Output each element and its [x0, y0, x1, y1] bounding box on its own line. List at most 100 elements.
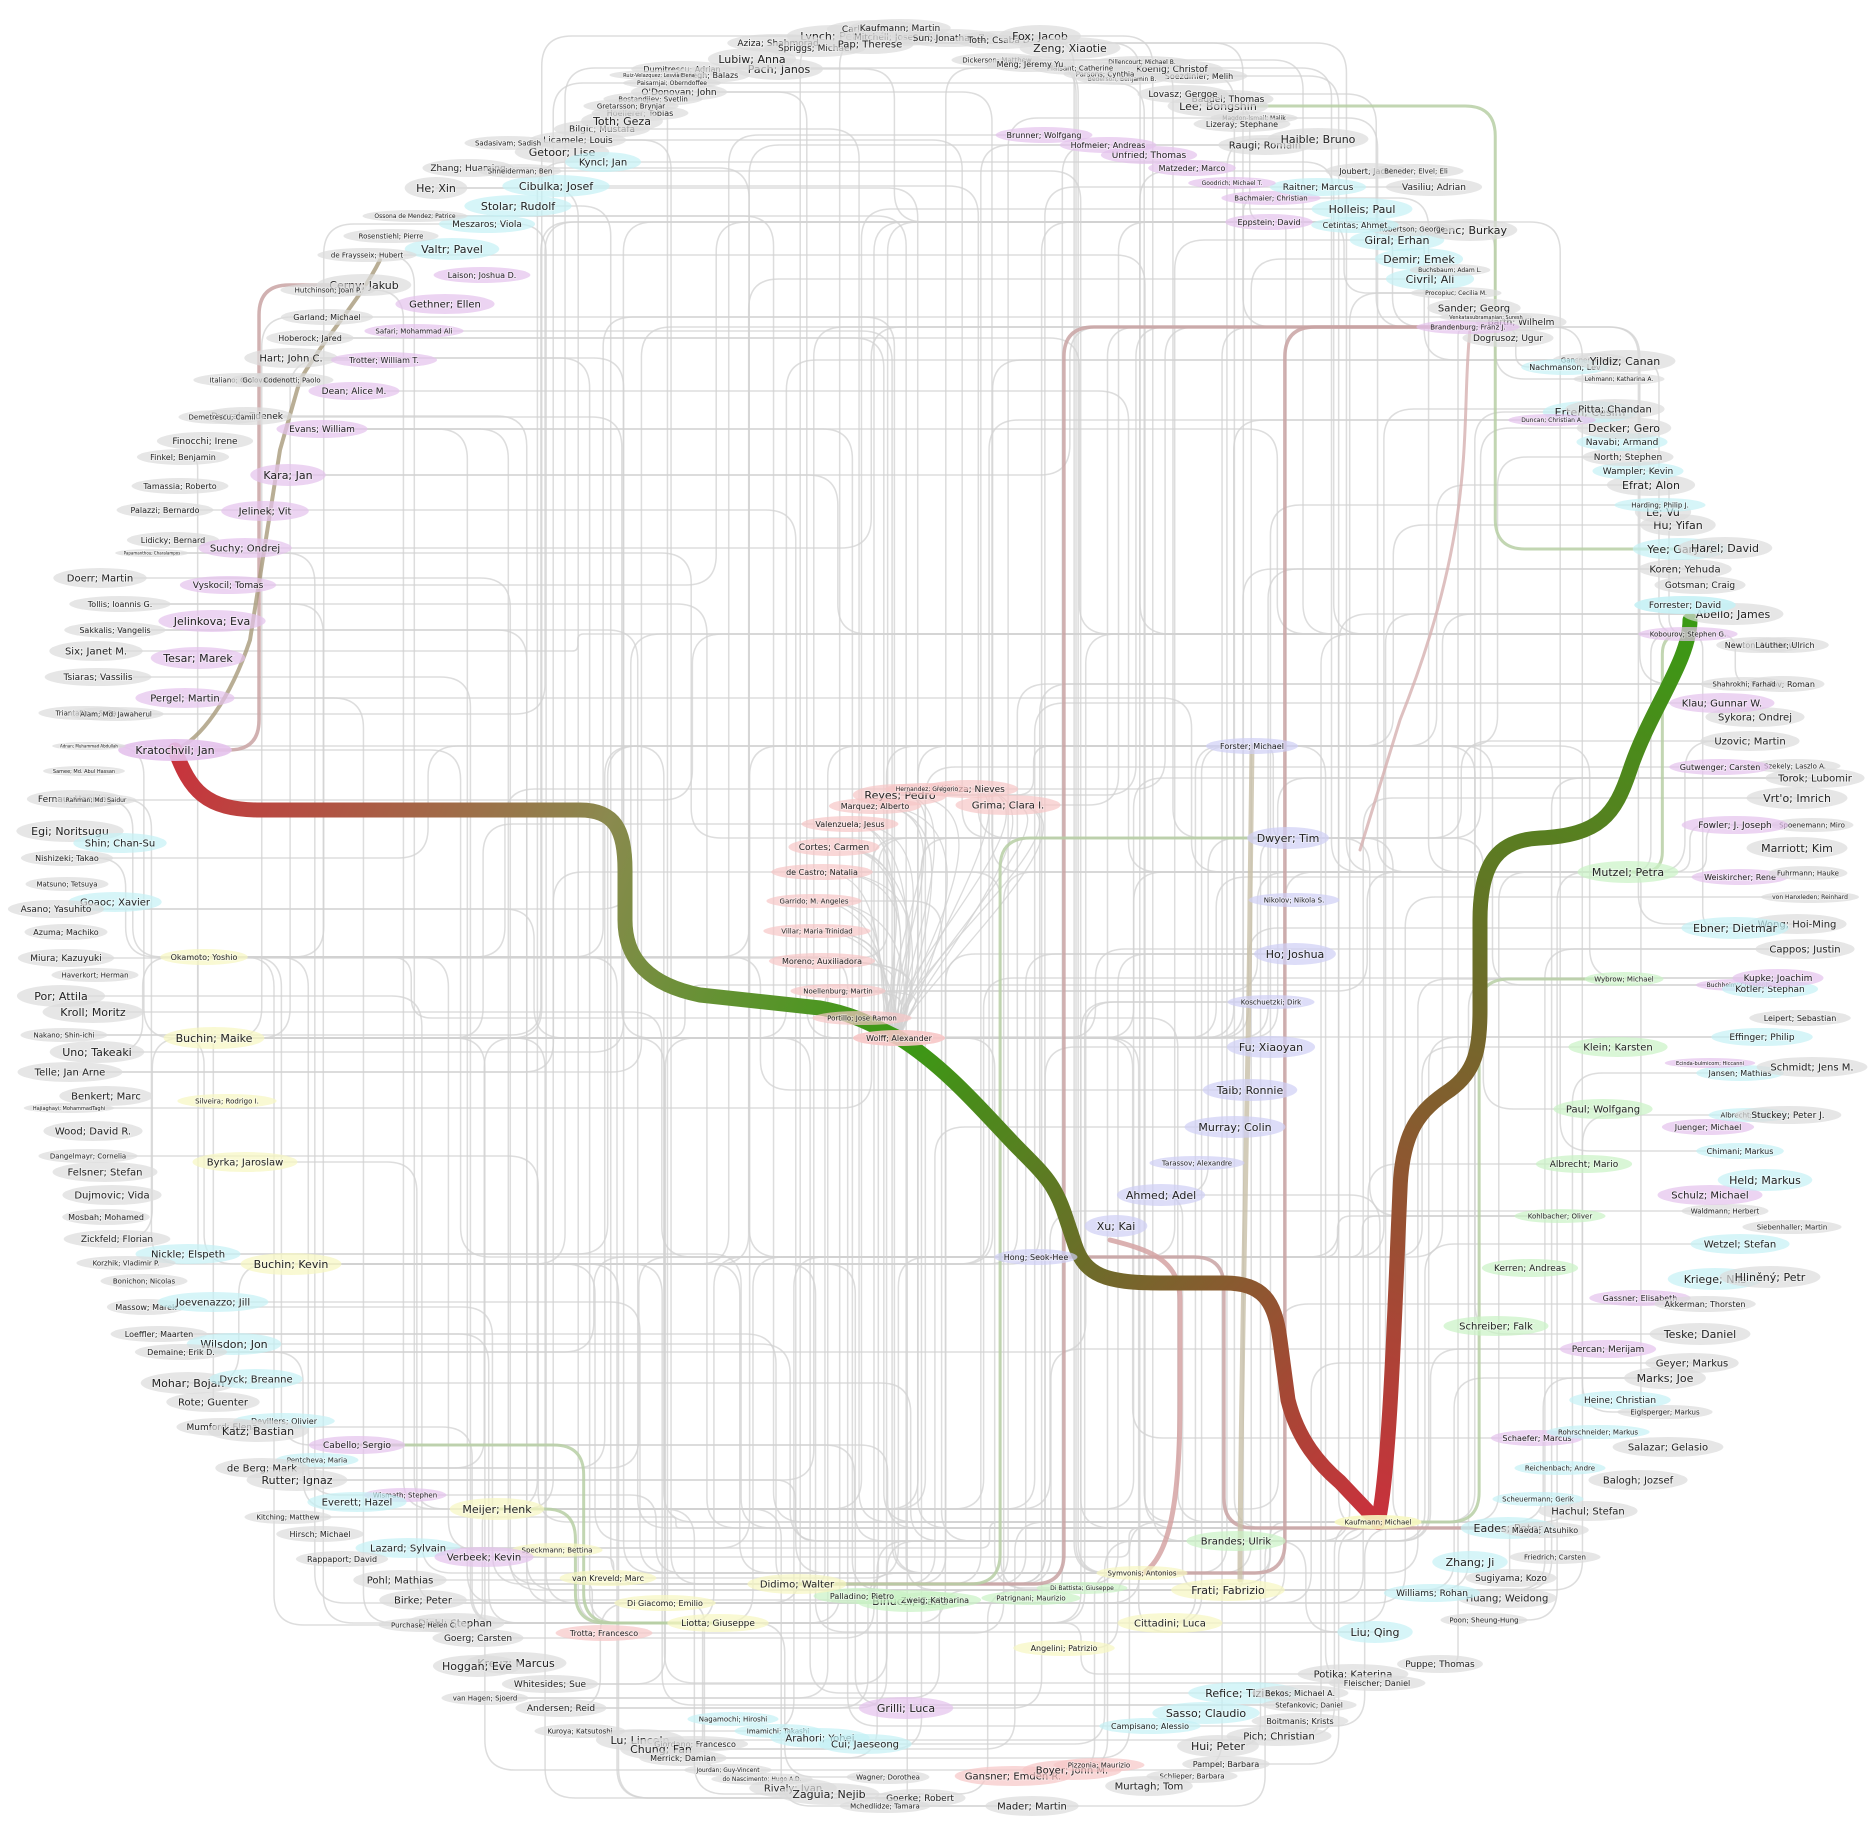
author-node[interactable]: Dangelmayr; Cornelia: [38, 1149, 138, 1163]
author-node[interactable]: Beneder; Elvel; Eli: [1368, 164, 1464, 178]
author-node[interactable]: Felsner; Stefan: [52, 1162, 158, 1182]
author-node[interactable]: Sadasivam; Sadish: [464, 136, 552, 150]
author-node[interactable]: Held; Markus: [1717, 1169, 1813, 1191]
author-node[interactable]: Symvonis; Antonios: [1096, 1566, 1188, 1580]
author-node[interactable]: Papamanthou; Charalampos: [115, 549, 189, 557]
author-node[interactable]: Marquez; Alberto: [828, 798, 922, 814]
author-node[interactable]: Gotsman; Craig: [1654, 576, 1746, 594]
author-node[interactable]: Albrecht; Mario: [1535, 1155, 1633, 1173]
author-node[interactable]: Demaine; Erik D.: [134, 1344, 228, 1360]
author-node[interactable]: Nikolov; Nikola S.: [1248, 893, 1340, 907]
author-node[interactable]: Szekely; Laszlo A.: [1749, 759, 1841, 773]
author-node[interactable]: Dwyer; Tim: [1247, 827, 1329, 849]
author-node[interactable]: Ossona de Mendez; Patrice: [362, 210, 468, 222]
author-node[interactable]: Jelinkova; Eva: [158, 610, 266, 632]
author-node[interactable]: Cittadini; Luca: [1117, 1613, 1223, 1633]
author-node[interactable]: Hofmeier; Andreas: [1059, 137, 1157, 153]
author-node[interactable]: Valtr; Pavel: [404, 238, 500, 260]
author-node[interactable]: Paul; Wolfgang: [1553, 1099, 1653, 1119]
author-node[interactable]: Effinger; Philip: [1711, 1028, 1813, 1046]
author-node[interactable]: Liotta; Giuseppe: [667, 1614, 769, 1632]
author-node[interactable]: Brunner; Wolfgang: [995, 127, 1093, 143]
author-node[interactable]: Torok; Lubomir: [1765, 768, 1865, 788]
author-node[interactable]: Klein; Karsten: [1568, 1037, 1668, 1057]
author-node[interactable]: Pizzonia; Maurizio: [1053, 1758, 1145, 1772]
author-node[interactable]: Di Giacomo; Emilio: [614, 1595, 716, 1611]
author-node[interactable]: North; Stephen: [1582, 448, 1674, 466]
author-node[interactable]: Bonichon; Nicolas: [100, 1274, 188, 1288]
author-node[interactable]: Percan; Merijam: [1559, 1340, 1657, 1358]
author-node[interactable]: Vrt'o; Imrich: [1746, 787, 1848, 809]
author-node[interactable]: Kerren; Andreas: [1481, 1259, 1579, 1277]
author-node[interactable]: van Kreveld; Marc: [559, 1570, 657, 1586]
author-node[interactable]: Hliněný; Petr: [1719, 1266, 1821, 1288]
author-node[interactable]: Adnan; Muhammad Abdullah: [52, 742, 126, 750]
author-node[interactable]: Mchedlidze; Tamara: [839, 1799, 931, 1813]
author-node[interactable]: Zweig; Katharina: [888, 1592, 982, 1608]
author-node[interactable]: Buchin; Kevin: [240, 1253, 342, 1275]
author-node[interactable]: Procopiuc; Cecilia M.: [1410, 287, 1502, 299]
author-node[interactable]: Buchsbaum; Adam L.: [1409, 264, 1491, 276]
author-node[interactable]: Xu; Kai: [1084, 1215, 1148, 1237]
author-node[interactable]: Taib; Ronnie: [1202, 1079, 1298, 1101]
author-node[interactable]: Hajiaghayi; MohammadTaghi: [23, 1103, 115, 1113]
author-node[interactable]: Trotta; Francesco: [555, 1625, 653, 1641]
author-node[interactable]: Lehmann; Katharina A.: [1573, 373, 1665, 385]
author-node[interactable]: Miura; Kazuyuki: [17, 949, 115, 967]
author-node[interactable]: Reichenbach; Andre: [1514, 1461, 1606, 1475]
author-node[interactable]: Rappaport; David: [295, 1551, 389, 1567]
author-node[interactable]: Puppe; Thomas: [1397, 1655, 1483, 1673]
author-node[interactable]: Shin; Chan-Su: [73, 833, 167, 853]
author-node[interactable]: Dogrusoz; Ugur: [1462, 329, 1554, 347]
author-node[interactable]: Suchy; Ondrej: [198, 538, 292, 558]
author-node[interactable]: Codenotti; Paolo: [250, 373, 334, 387]
author-node[interactable]: Korzhik; Vladimir P.: [76, 1256, 176, 1270]
author-node[interactable]: Gethner; Ellen: [395, 294, 495, 314]
author-node[interactable]: Wampler; Kevin: [1592, 462, 1684, 480]
author-node[interactable]: Six; Janet M.: [49, 641, 143, 661]
author-node[interactable]: Gutwenger; Carsten: [1669, 759, 1771, 775]
author-node[interactable]: Matzeder; Marco: [1148, 160, 1236, 176]
author-node[interactable]: Goerg; Carsten: [432, 1629, 524, 1647]
author-node[interactable]: Huang; Weidong: [1457, 1588, 1557, 1608]
author-node[interactable]: Kratochvil; Jan: [118, 739, 232, 761]
author-node[interactable]: Mutzel; Petra: [1577, 861, 1679, 883]
author-node[interactable]: Garrido; M. Angeles: [766, 894, 862, 908]
author-node[interactable]: Tollis; Ioannis G.: [69, 596, 171, 612]
author-node[interactable]: Laison; Joshua D.: [433, 267, 531, 283]
author-node[interactable]: Duncan; Christian A.: [1508, 414, 1596, 426]
author-node[interactable]: Valenzuela; Jesus: [801, 816, 899, 832]
author-node[interactable]: Lauther; Ulrich: [1741, 637, 1829, 653]
author-node[interactable]: Whitesides; Sue: [501, 1675, 599, 1693]
author-node[interactable]: Hutchinson; Joan P.: [280, 283, 376, 297]
author-node[interactable]: Moreno; Auxiliadora: [768, 953, 876, 969]
author-node[interactable]: Haverkort; Herman: [51, 968, 139, 982]
author-node[interactable]: Finkel; Benjamin: [136, 449, 230, 465]
author-node[interactable]: Eiglsperger; Markus: [1617, 1405, 1713, 1419]
author-node[interactable]: Brandes; Ulrik: [1186, 1531, 1286, 1551]
author-node[interactable]: Lidicky; Bernard: [126, 532, 220, 548]
author-node[interactable]: Azuma; Machiko: [24, 924, 108, 940]
author-node[interactable]: Paisarnjai; Oberndoffee: [622, 77, 722, 89]
author-node[interactable]: Haible; Bruno: [1267, 128, 1369, 150]
author-node[interactable]: Pitta; Chandan: [1565, 399, 1665, 419]
author-node[interactable]: Cui; Jaeseong: [818, 1734, 912, 1754]
author-node[interactable]: Tesar; Marek: [150, 647, 246, 669]
author-node[interactable]: Brandenburg; Franz J.: [1416, 320, 1520, 334]
author-node[interactable]: Venkatasubramanian; Suresh: [1439, 312, 1533, 322]
author-node[interactable]: Angelini; Patrizio: [1013, 1640, 1115, 1656]
author-node[interactable]: Murray; Colin: [1184, 1116, 1286, 1138]
author-node[interactable]: Poon; Sheung-Hung: [1440, 1613, 1528, 1627]
author-node[interactable]: Jelinek; Vit: [221, 501, 309, 521]
author-node[interactable]: Sakkalis; Vangelis: [64, 622, 166, 638]
author-node[interactable]: Friedrich; Carsten: [1509, 1550, 1601, 1564]
author-node[interactable]: Lazard; Sylvain: [355, 1538, 461, 1558]
author-node[interactable]: Ahmed; Adel: [1116, 1184, 1206, 1206]
author-node[interactable]: Mader; Martin: [985, 1796, 1079, 1816]
author-node[interactable]: Weiskircher; Rene: [1691, 869, 1789, 885]
author-node[interactable]: Palladino; Pietro: [813, 1588, 911, 1604]
author-node[interactable]: Rosenstiehl; Pierre: [343, 229, 439, 243]
author-node[interactable]: Lizeray; Stephane: [1193, 116, 1291, 132]
author-node[interactable]: Shneiderman; Ben: [478, 164, 562, 178]
author-node[interactable]: Speckmann; Bettina: [511, 1543, 603, 1557]
